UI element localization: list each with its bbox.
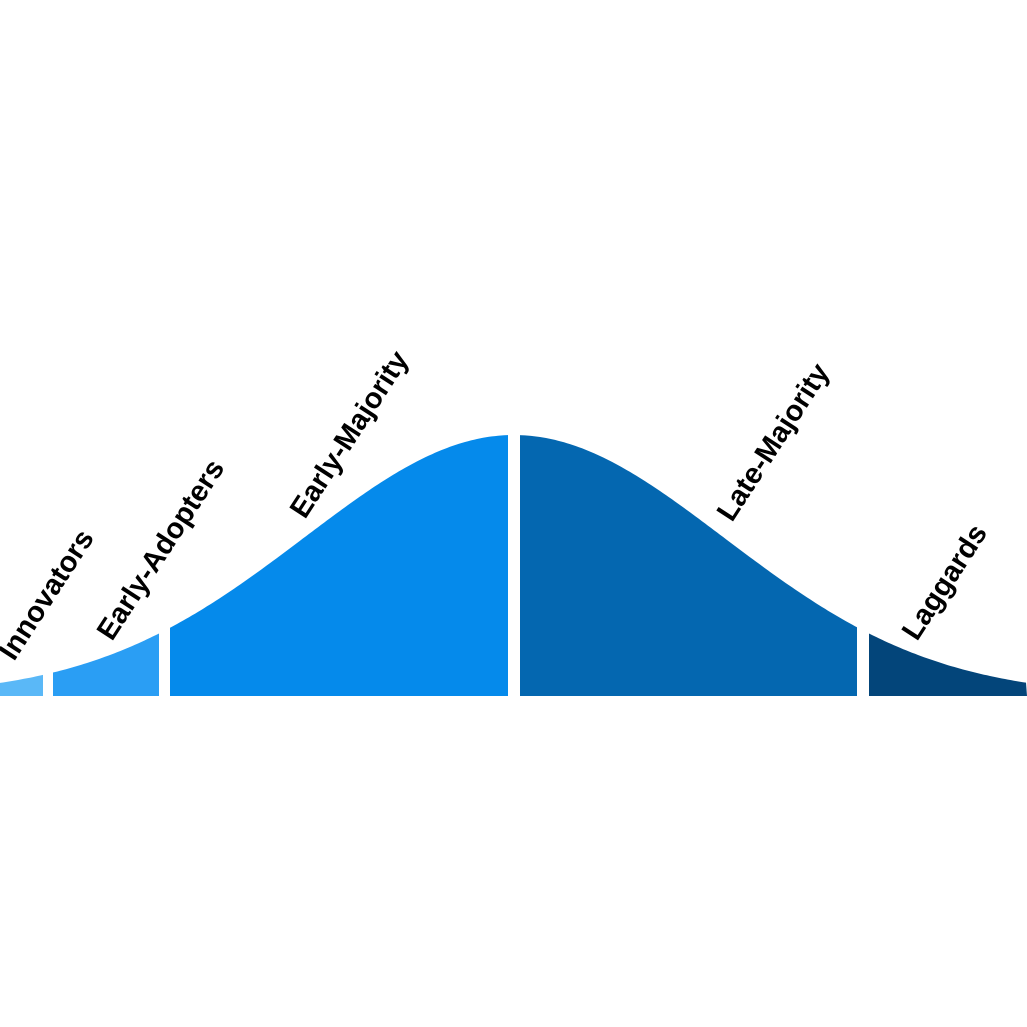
segment <box>520 435 857 696</box>
segment-label: Late-Majority <box>711 358 836 527</box>
segment-label: Innovators <box>0 524 101 666</box>
segment-label: Laggards <box>896 519 994 646</box>
